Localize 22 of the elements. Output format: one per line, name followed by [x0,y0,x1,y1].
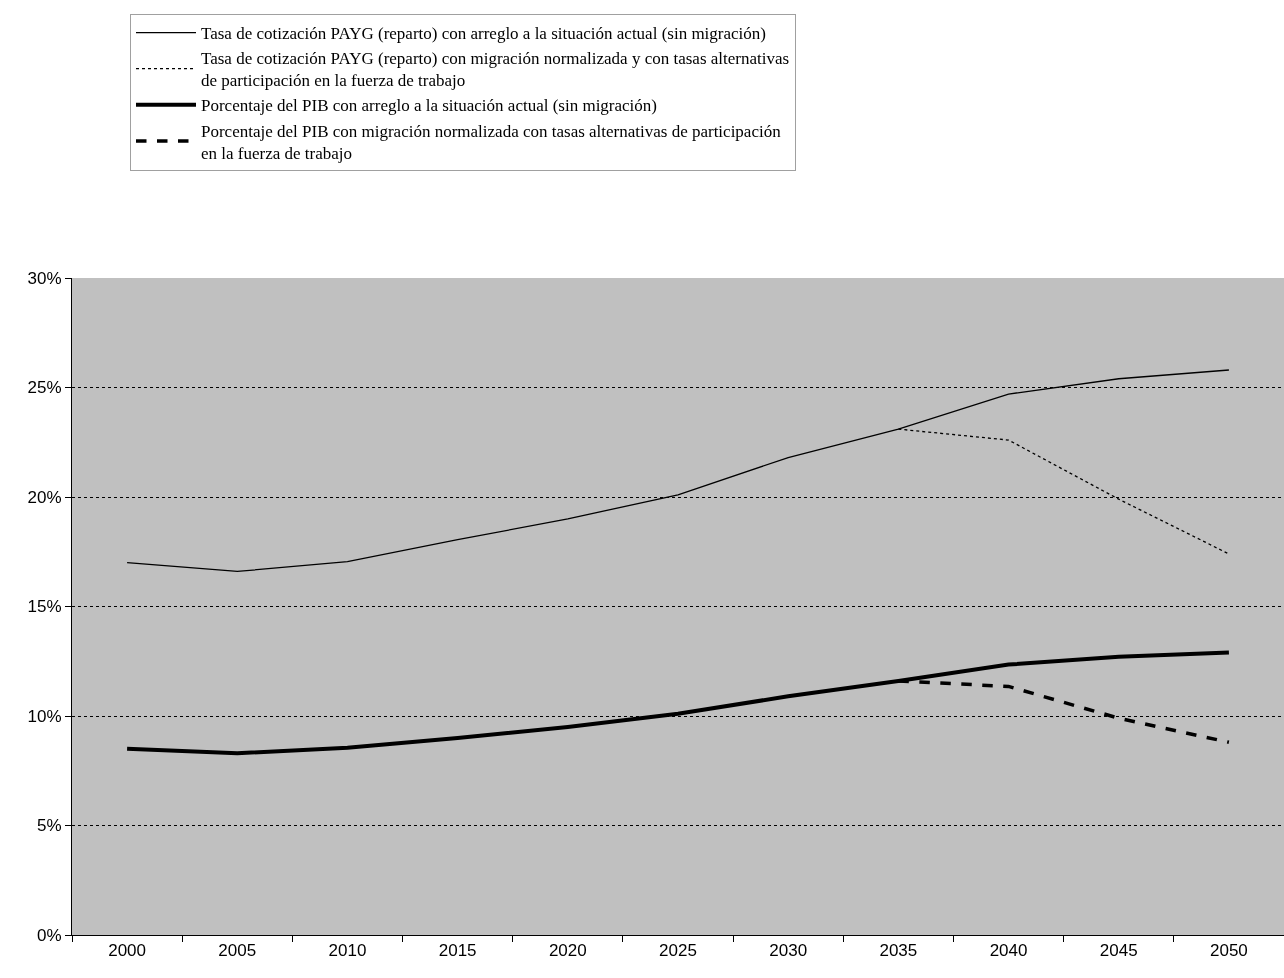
x-tick-label: 2035 [879,941,918,961]
x-tick-label: 2050 [1210,941,1248,961]
y-tick-label: 10% [27,706,62,726]
x-tick-label: 2010 [328,941,367,961]
y-tick-label: 5% [37,816,62,836]
x-tick-label: 2000 [108,941,146,961]
y-tick-label: 15% [27,597,62,617]
y-tick-label: 30% [27,268,62,288]
y-tick-label: 25% [27,378,62,398]
legend-label: Porcentaje del PIB con arreglo a la situación actual (sin migración) [201,96,658,116]
y-tick-label: 0% [37,925,62,945]
y-tick-label: 20% [27,487,62,507]
x-tick-label: 2030 [769,941,808,961]
x-tick-label: 2020 [548,941,587,961]
x-tick-label: 2005 [218,941,257,961]
legend-label: Tasa de cotización PAYG (reparto) con migración normalizada y con tasas alternativas de participación en la fuerza de trabajo [201,49,790,91]
x-tick-label: 2040 [989,941,1028,961]
legend-label: Tasa de cotización PAYG (reparto) con arreglo a la situación actual (sin migración) [201,24,766,44]
x-tick-label: 2045 [1099,941,1138,961]
legend-label: Porcentaje del PIB con migración normalizada con tasas alternativas de participación en la fuerza de trabajo [201,121,782,163]
x-tick-label: 2015 [438,941,477,961]
x-tick-label: 2025 [659,941,697,961]
